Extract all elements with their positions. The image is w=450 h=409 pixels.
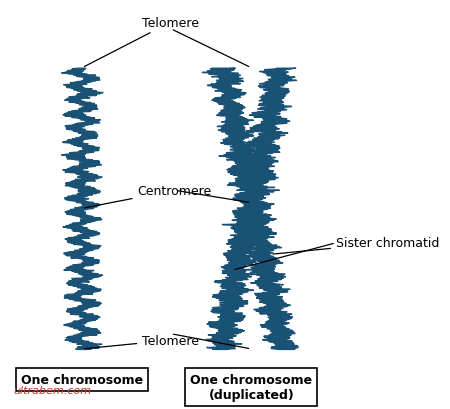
Text: Telomere: Telomere [85, 334, 199, 349]
Text: One chromosome: One chromosome [21, 373, 143, 386]
Text: Sister chromatid: Sister chromatid [273, 237, 439, 254]
Text: One chromosome
(duplicated): One chromosome (duplicated) [190, 373, 312, 401]
Text: Centromere: Centromere [85, 184, 212, 208]
Text: ultrabem.com: ultrabem.com [14, 386, 92, 396]
Text: Telomere: Telomere [85, 17, 199, 67]
